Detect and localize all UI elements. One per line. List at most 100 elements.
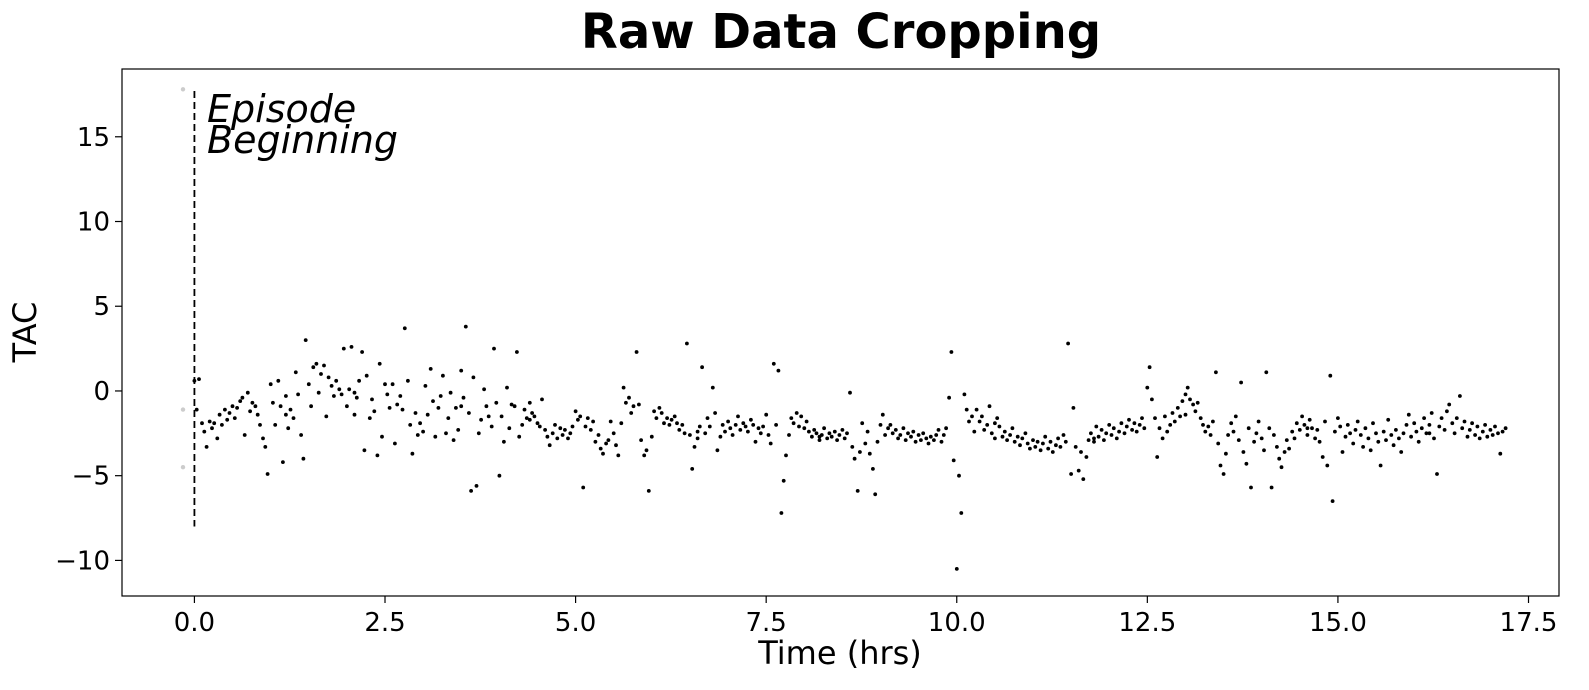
data-point bbox=[802, 426, 807, 431]
data-point bbox=[995, 416, 1000, 420]
data-point bbox=[352, 390, 357, 395]
data-point bbox=[284, 394, 288, 398]
data-point bbox=[1353, 428, 1358, 432]
data-point bbox=[1096, 434, 1101, 439]
data-point bbox=[1442, 428, 1447, 432]
data-point bbox=[1193, 409, 1198, 414]
data-point bbox=[591, 419, 595, 424]
data-point bbox=[476, 431, 481, 436]
data-point bbox=[1498, 451, 1503, 456]
data-point bbox=[421, 429, 425, 434]
data-point bbox=[993, 436, 997, 441]
data-point bbox=[220, 423, 224, 427]
data-point bbox=[540, 397, 544, 402]
data-point bbox=[303, 338, 308, 342]
data-point bbox=[1089, 431, 1093, 436]
data-point bbox=[1111, 426, 1116, 431]
data-point bbox=[903, 438, 908, 442]
data-point bbox=[695, 436, 700, 441]
data-point bbox=[807, 429, 811, 434]
data-point bbox=[1262, 448, 1266, 453]
data-point bbox=[1147, 365, 1152, 370]
data-point bbox=[703, 431, 708, 436]
data-point bbox=[926, 441, 931, 446]
data-point bbox=[1305, 433, 1310, 437]
data-point bbox=[390, 382, 395, 387]
data-point bbox=[1366, 436, 1371, 441]
data-point bbox=[276, 378, 281, 383]
data-point bbox=[1191, 402, 1195, 407]
data-point bbox=[1153, 416, 1157, 420]
data-point bbox=[581, 485, 586, 490]
data-point bbox=[329, 384, 334, 388]
data-point bbox=[1122, 431, 1127, 436]
data-point bbox=[898, 433, 903, 437]
data-point bbox=[1290, 429, 1295, 434]
data-point bbox=[482, 387, 486, 392]
data-point bbox=[649, 434, 654, 439]
data-point bbox=[1313, 436, 1317, 441]
data-point bbox=[1325, 463, 1330, 468]
data-point bbox=[1107, 423, 1112, 427]
data-point bbox=[901, 426, 906, 431]
data-point bbox=[1137, 423, 1142, 427]
data-point bbox=[1206, 424, 1211, 429]
data-point bbox=[875, 439, 880, 444]
data-point bbox=[286, 426, 291, 431]
data-point bbox=[319, 372, 323, 376]
data-point bbox=[253, 404, 258, 409]
data-point bbox=[402, 326, 407, 331]
data-point bbox=[1272, 433, 1276, 437]
data-point bbox=[768, 441, 773, 446]
data-point bbox=[1424, 431, 1429, 436]
data-point bbox=[227, 411, 232, 415]
data-point bbox=[387, 406, 392, 410]
annotation-line-2: Beginning bbox=[207, 118, 398, 162]
data-point bbox=[1307, 417, 1312, 422]
data-point bbox=[1038, 448, 1043, 453]
data-point bbox=[263, 445, 268, 449]
data-point bbox=[1165, 429, 1170, 434]
data-point bbox=[928, 434, 933, 439]
data-point bbox=[741, 421, 746, 426]
data-point bbox=[1084, 455, 1089, 459]
data-point bbox=[273, 423, 278, 427]
data-point bbox=[726, 419, 730, 424]
data-point bbox=[1012, 439, 1017, 444]
data-point bbox=[428, 367, 433, 371]
data-point bbox=[585, 416, 590, 420]
data-point bbox=[515, 350, 519, 354]
data-point bbox=[829, 434, 834, 439]
data-point bbox=[814, 431, 819, 436]
data-point bbox=[596, 433, 601, 437]
data-point bbox=[728, 426, 733, 431]
data-point bbox=[1050, 450, 1055, 454]
data-point bbox=[1348, 431, 1352, 436]
data-point bbox=[268, 382, 273, 387]
data-point bbox=[202, 429, 207, 434]
data-point bbox=[776, 368, 781, 373]
data-point bbox=[1470, 421, 1474, 426]
data-point bbox=[1376, 439, 1381, 444]
data-point bbox=[1473, 433, 1477, 437]
data-point bbox=[364, 373, 369, 378]
data-point bbox=[993, 421, 997, 426]
data-point bbox=[492, 346, 496, 351]
data-point bbox=[779, 511, 784, 515]
data-point bbox=[619, 421, 624, 426]
data-point bbox=[1336, 416, 1340, 420]
data-point bbox=[1043, 434, 1048, 439]
data-point bbox=[573, 409, 578, 414]
data-point bbox=[1211, 419, 1215, 424]
data-point bbox=[204, 445, 209, 449]
data-point bbox=[451, 438, 456, 442]
data-point bbox=[1127, 417, 1131, 422]
data-point bbox=[341, 346, 346, 351]
data-point bbox=[957, 473, 961, 478]
data-point bbox=[1477, 436, 1482, 441]
data-point bbox=[685, 341, 689, 346]
data-point bbox=[1092, 436, 1096, 441]
data-point bbox=[576, 417, 580, 422]
